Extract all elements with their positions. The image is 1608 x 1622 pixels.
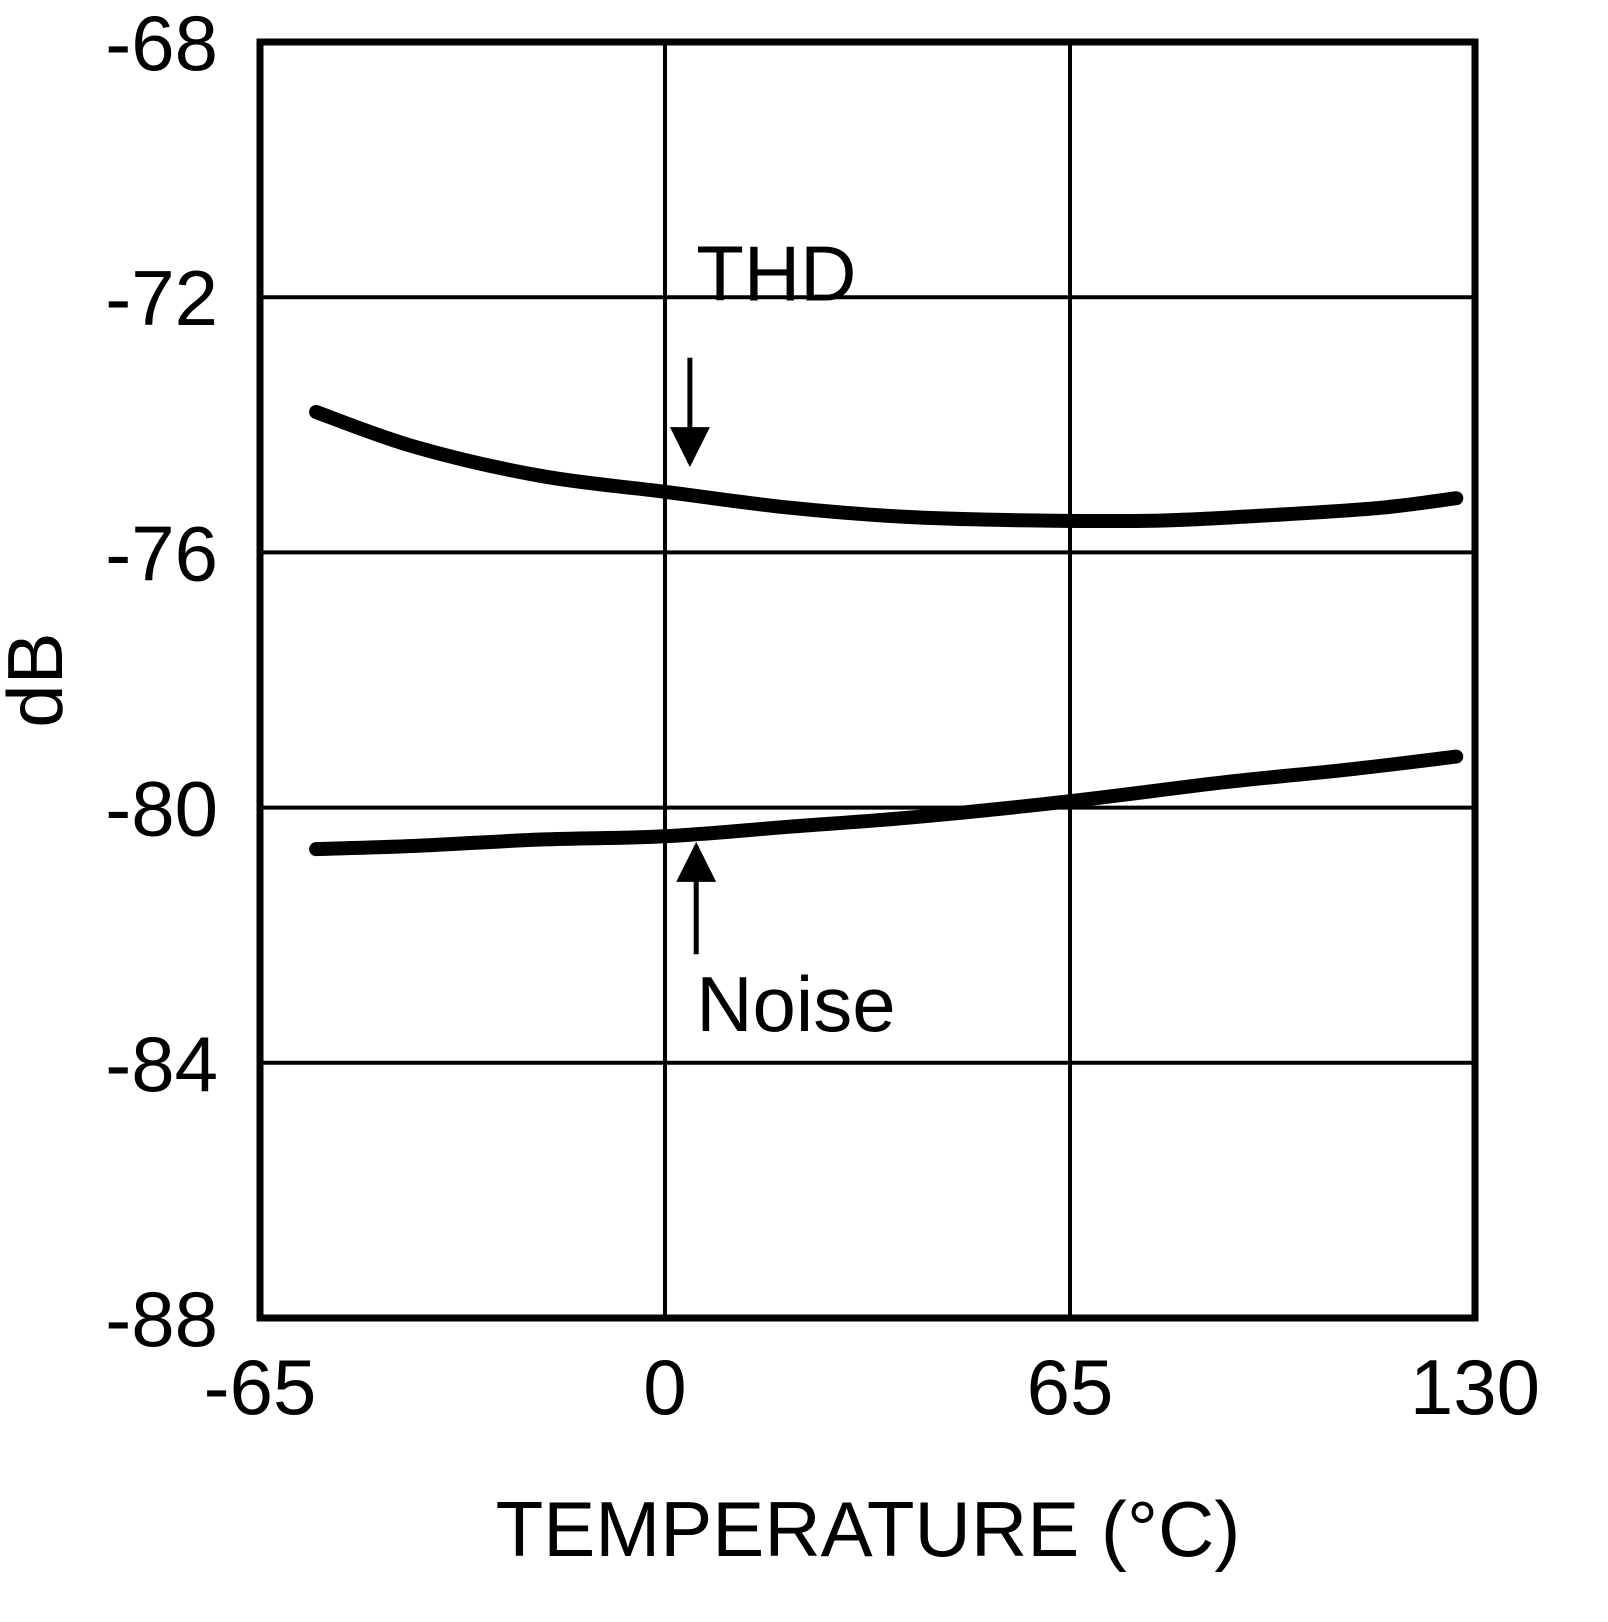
thd-label: THD xyxy=(696,229,856,317)
thd-curve xyxy=(309,405,1464,529)
noise-label: Noise xyxy=(696,960,895,1048)
gridlines xyxy=(258,40,1477,1320)
tick-labels: -68 -72 -76 -80 -84 -88-65 0 65 130 xyxy=(105,0,1540,1431)
annotations: THD Noise xyxy=(669,229,896,1048)
y-tick-label: -80 xyxy=(105,765,218,853)
y-tick-label: -84 xyxy=(105,1020,218,1108)
y-tick-label: -76 xyxy=(105,509,218,597)
x-tick-label: 130 xyxy=(1410,1343,1540,1431)
y-tick-label: -72 xyxy=(105,254,218,342)
x-tick-label: 65 xyxy=(1027,1343,1114,1431)
noise-curve xyxy=(309,749,1464,857)
y-tick-label: -88 xyxy=(105,1275,218,1363)
series-curves xyxy=(309,405,1464,857)
x-axis-title: TEMPERATURE (°C) xyxy=(496,1485,1241,1573)
y-axis-title: dB xyxy=(0,632,79,727)
x-tick-label: -65 xyxy=(204,1343,317,1431)
plot-border xyxy=(256,38,1479,1322)
x-tick-label: 0 xyxy=(643,1343,686,1431)
y-tick-label: -68 xyxy=(105,0,218,87)
